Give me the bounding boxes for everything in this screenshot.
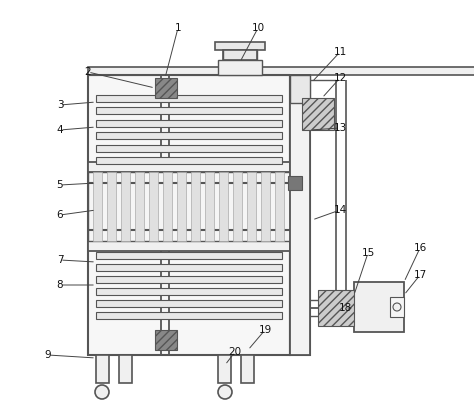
Bar: [119, 355, 132, 383]
Bar: [233, 172, 242, 241]
Bar: [96, 252, 282, 259]
Bar: [96, 145, 282, 152]
Bar: [223, 50, 257, 60]
Bar: [163, 172, 172, 241]
Text: 20: 20: [228, 347, 242, 357]
Bar: [155, 78, 177, 98]
Text: 13: 13: [333, 123, 346, 133]
Bar: [96, 288, 282, 295]
Bar: [96, 355, 109, 383]
Text: 1: 1: [175, 23, 182, 33]
Bar: [135, 172, 144, 241]
Bar: [96, 120, 282, 127]
Bar: [155, 330, 177, 350]
Bar: [88, 162, 290, 172]
Bar: [275, 172, 284, 241]
Bar: [121, 172, 130, 241]
Text: 19: 19: [258, 325, 272, 335]
Bar: [302, 98, 334, 130]
Bar: [177, 172, 186, 241]
Circle shape: [218, 385, 232, 399]
Text: 10: 10: [251, 23, 264, 33]
Text: 16: 16: [413, 243, 427, 253]
Bar: [261, 172, 270, 241]
Circle shape: [393, 303, 401, 311]
Text: 15: 15: [361, 248, 374, 258]
Bar: [96, 312, 282, 319]
Text: 18: 18: [338, 303, 352, 313]
Bar: [247, 172, 256, 241]
Bar: [218, 60, 262, 75]
Text: 2: 2: [85, 67, 91, 77]
Bar: [88, 241, 290, 251]
Text: 14: 14: [333, 205, 346, 215]
Bar: [88, 75, 290, 355]
Text: 3: 3: [57, 100, 64, 110]
Text: 11: 11: [333, 47, 346, 57]
Bar: [96, 107, 282, 114]
Bar: [107, 172, 116, 241]
Bar: [215, 42, 265, 50]
Text: 5: 5: [57, 180, 64, 190]
Text: 12: 12: [333, 73, 346, 83]
Bar: [96, 132, 282, 139]
Bar: [96, 276, 282, 283]
Bar: [88, 67, 474, 75]
Text: 8: 8: [57, 280, 64, 290]
Bar: [96, 300, 282, 307]
Bar: [318, 290, 354, 326]
Bar: [96, 95, 282, 102]
Text: 4: 4: [57, 125, 64, 135]
Bar: [218, 355, 231, 383]
Bar: [290, 75, 310, 355]
Bar: [390, 297, 404, 317]
Bar: [354, 282, 404, 332]
Text: 17: 17: [413, 270, 427, 280]
Text: 9: 9: [45, 350, 51, 360]
Bar: [219, 172, 228, 241]
Bar: [290, 75, 310, 355]
Bar: [96, 157, 282, 164]
Bar: [88, 172, 290, 241]
Bar: [205, 172, 214, 241]
Bar: [288, 176, 302, 190]
Bar: [93, 172, 102, 241]
Circle shape: [95, 385, 109, 399]
Bar: [290, 75, 310, 103]
Text: 7: 7: [57, 255, 64, 265]
Bar: [241, 355, 254, 383]
Bar: [96, 264, 282, 271]
Bar: [191, 172, 200, 241]
Bar: [149, 172, 158, 241]
Text: 6: 6: [57, 210, 64, 220]
